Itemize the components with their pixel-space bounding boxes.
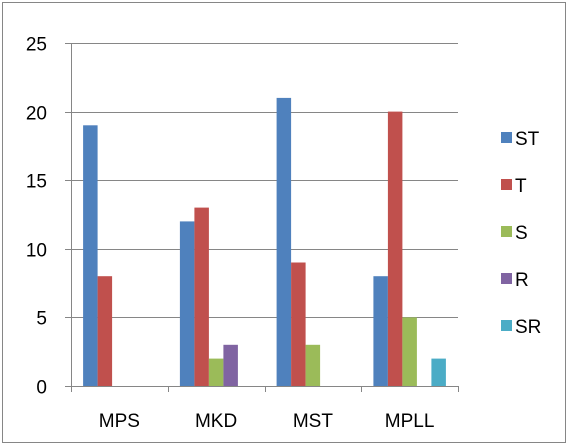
- legend-swatch-st: [501, 132, 512, 143]
- x-tick-label: MST: [293, 411, 334, 432]
- x-axis: MPS MKD MST MPLL: [71, 386, 459, 432]
- y-tick-label: 10: [26, 241, 47, 262]
- y-tick-label: 25: [26, 35, 47, 56]
- bar-t-mpll: [387, 111, 403, 386]
- bar-st-mpll: [373, 276, 388, 386]
- bar-sr-mpll: [431, 358, 446, 386]
- bar-st-mps: [83, 125, 98, 387]
- bar-st-mkd: [179, 221, 195, 386]
- bar-s-mkd: [208, 358, 224, 386]
- bars: [83, 97, 446, 387]
- x-tick-label: MKD: [195, 411, 237, 432]
- bar-s-mpll: [402, 317, 417, 386]
- legend-label-sr: SR: [515, 317, 541, 338]
- legend-swatch-sr: [501, 320, 512, 331]
- bar-r-mkd: [223, 344, 238, 386]
- legend-label-st: ST: [515, 129, 540, 150]
- legend-label-r: R: [515, 270, 529, 291]
- x-tick-label: MPS: [99, 411, 140, 432]
- legend-label-t: T: [515, 176, 527, 197]
- legend-swatch-r: [501, 273, 512, 284]
- y-tick-label: 20: [26, 104, 47, 125]
- bar-t-mst: [291, 262, 306, 386]
- x-tick-label: MPLL: [385, 411, 435, 432]
- legend-swatch-s: [501, 226, 512, 237]
- legend-label-s: S: [515, 223, 528, 244]
- y-tick-label: 5: [36, 309, 47, 330]
- bar-s-mst: [305, 344, 321, 386]
- bar-t-mps: [97, 276, 113, 386]
- bar-st-mst: [276, 97, 292, 387]
- y-tick-label: 0: [36, 378, 47, 399]
- y-axis-ticks: 0 5 10 15 20 25: [26, 35, 47, 399]
- y-tick-label: 15: [26, 172, 47, 193]
- legend-swatch-t: [501, 179, 512, 190]
- bar-t-mkd: [194, 207, 209, 386]
